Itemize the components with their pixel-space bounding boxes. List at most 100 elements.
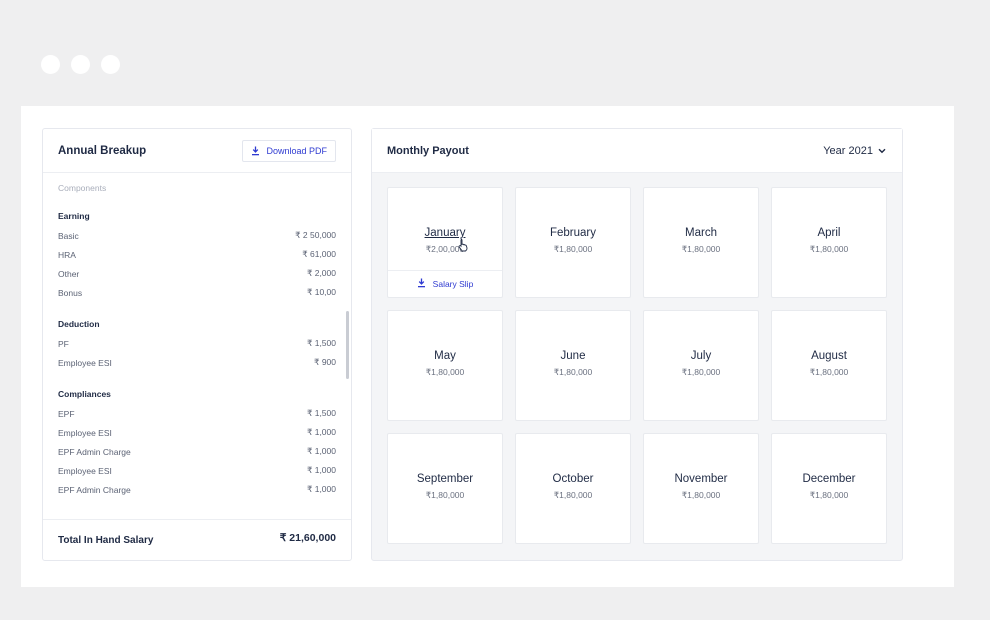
month-grid: January ₹2,00,000 Salary Slip February ₹1,80… [387,187,887,544]
breakup-row: Employee ESI ₹ 1,000 [58,461,336,480]
hand-pointer-icon [457,238,470,257]
month-card-december[interactable]: December ₹1,80,000 [771,433,887,544]
salary-slip-label: Salary Slip [432,279,474,289]
month-card-march[interactable]: March ₹1,80,000 [643,187,759,298]
breakup-row-value: ₹ 900 [314,357,336,367]
breakup-row: EPF ₹ 1,500 [58,404,336,423]
breakup-row-value: ₹ 61,000 [302,249,336,259]
chevron-down-icon [878,145,886,157]
breakup-scrollbar[interactable] [346,311,349,379]
month-name: October [552,473,594,485]
monthly-payout-header: Monthly Payout Year 2021 [372,129,902,173]
group-title: Earning [58,211,90,221]
salary-slip-button[interactable]: Salary Slip [388,270,502,297]
breakup-row-label: EPF [58,408,75,419]
breakup-row-label: Employee ESI [58,357,112,368]
breakup-row-value: ₹ 1,500 [306,408,336,418]
download-icon [251,146,260,156]
month-amount: ₹1,80,000 [681,244,721,254]
breakup-row-label: Employee ESI [58,427,112,438]
breakup-row: Employee ESI ₹ 1,000 [58,423,336,442]
month-card-june[interactable]: June ₹1,80,000 [515,310,631,421]
breakup-row-label: Basic [58,230,79,241]
download-icon [417,278,426,290]
download-pdf-button[interactable]: Download PDF [242,139,336,162]
group-title: Deduction [58,319,100,329]
month-amount: ₹2,00,000 [425,244,465,254]
annual-breakup-title: Annual Breakup [58,144,147,157]
month-amount: ₹1,80,000 [425,367,465,377]
breakup-row-value: ₹ 10,00 [306,287,336,297]
month-amount: ₹1,80,000 [809,367,849,377]
breakup-row-label: EPF Admin Charge [58,484,131,495]
download-pdf-label: Download PDF [266,145,327,156]
breakup-row: EPF Admin Charge ₹ 1,000 [58,480,336,499]
annual-breakup-panel: Annual Breakup Download PDF Components E… [42,128,352,561]
month-name: September [416,473,474,485]
monthly-payout-panel: Monthly Payout Year 2021 January ₹2,00,00… [371,128,903,561]
month-amount: ₹1,80,000 [681,490,721,500]
month-card-february[interactable]: February ₹1,80,000 [515,187,631,298]
window-dot-minimize[interactable] [71,55,90,74]
month-name: December [802,473,856,485]
group-rows: EPF ₹ 1,500 Employee ESI ₹ 1,000 EPF Admin C… [58,404,336,499]
month-card-july[interactable]: July ₹1,80,000 [643,310,759,421]
month-amount: ₹1,80,000 [681,367,721,377]
month-card-may[interactable]: May ₹1,80,000 [387,310,503,421]
year-select-label: Year 2021 [823,144,873,157]
breakup-row: Employee ESI ₹ 900 [58,353,336,372]
breakup-list[interactable]: Components Earning Basic ₹ 2 50,000 HRA ₹ 61… [43,173,351,522]
month-amount: ₹1,80,000 [809,244,849,254]
month-amount: ₹1,80,000 [425,490,465,500]
total-label: Total In Hand Salary [58,534,154,546]
group-rows: Basic ₹ 2 50,000 HRA ₹ 61,000 Other ₹ 2,000 Bo… [58,226,336,302]
month-name: May [434,350,456,362]
breakup-row-value: ₹ 1,000 [306,446,336,456]
breakup-row-value: ₹ 1,000 [306,427,336,437]
month-name: February [549,227,597,239]
month-card-april[interactable]: April ₹1,80,000 [771,187,887,298]
month-name: November [674,473,728,485]
group-title: Compliances [58,389,111,399]
month-name: April [817,227,841,239]
breakup-row: Bonus ₹ 10,00 [58,283,336,302]
breakup-row: HRA ₹ 61,000 [58,245,336,264]
group-rows: PF ₹ 1,500 Employee ESI ₹ 900 [58,334,336,372]
year-select[interactable]: Year 2021 [823,145,886,157]
month-amount: ₹1,80,000 [553,367,593,377]
breakup-row-label: Employee ESI [58,465,112,476]
breakup-row-label: HRA [58,249,76,260]
breakup-row-label: EPF Admin Charge [58,446,131,457]
breakup-row: EPF Admin Charge ₹ 1,000 [58,442,336,461]
month-name: January [424,227,466,239]
total-value: ₹ 21,60,000 [279,532,336,544]
month-name: March [685,227,717,239]
breakup-row-label: PF [58,338,69,349]
month-card-january[interactable]: January ₹2,00,000 Salary Slip [387,187,503,298]
monthly-payout-title: Monthly Payout [387,144,469,157]
breakup-row-value: ₹ 1,000 [306,484,336,494]
breakup-row-label: Bonus [58,287,83,298]
total-in-hand-row: Total In Hand Salary ₹ 21,60,000 [43,519,351,560]
window-dot-close[interactable] [41,55,60,74]
breakup-row-value: ₹ 2 50,000 [295,230,336,240]
month-card-october[interactable]: October ₹1,80,000 [515,433,631,544]
month-amount: ₹1,80,000 [809,490,849,500]
app-window: Annual Breakup Download PDF Components E… [21,106,954,587]
month-name: June [560,350,586,362]
month-card-august[interactable]: August ₹1,80,000 [771,310,887,421]
window-dot-maximize[interactable] [101,55,120,74]
breakup-row-value: ₹ 1,500 [306,338,336,348]
month-name: July [690,350,712,362]
breakup-row: Basic ₹ 2 50,000 [58,226,336,245]
month-amount: ₹1,80,000 [553,244,593,254]
annual-breakup-header: Annual Breakup Download PDF [43,129,351,173]
month-name: August [811,350,847,362]
breakup-row: PF ₹ 1,500 [58,334,336,353]
month-card-september[interactable]: September ₹1,80,000 [387,433,503,544]
components-label: Components [58,183,107,193]
breakup-row-value: ₹ 1,000 [306,465,336,475]
breakup-row-label: Other [58,268,80,279]
month-card-november[interactable]: November ₹1,80,000 [643,433,759,544]
breakup-row-value: ₹ 2,000 [306,268,336,278]
